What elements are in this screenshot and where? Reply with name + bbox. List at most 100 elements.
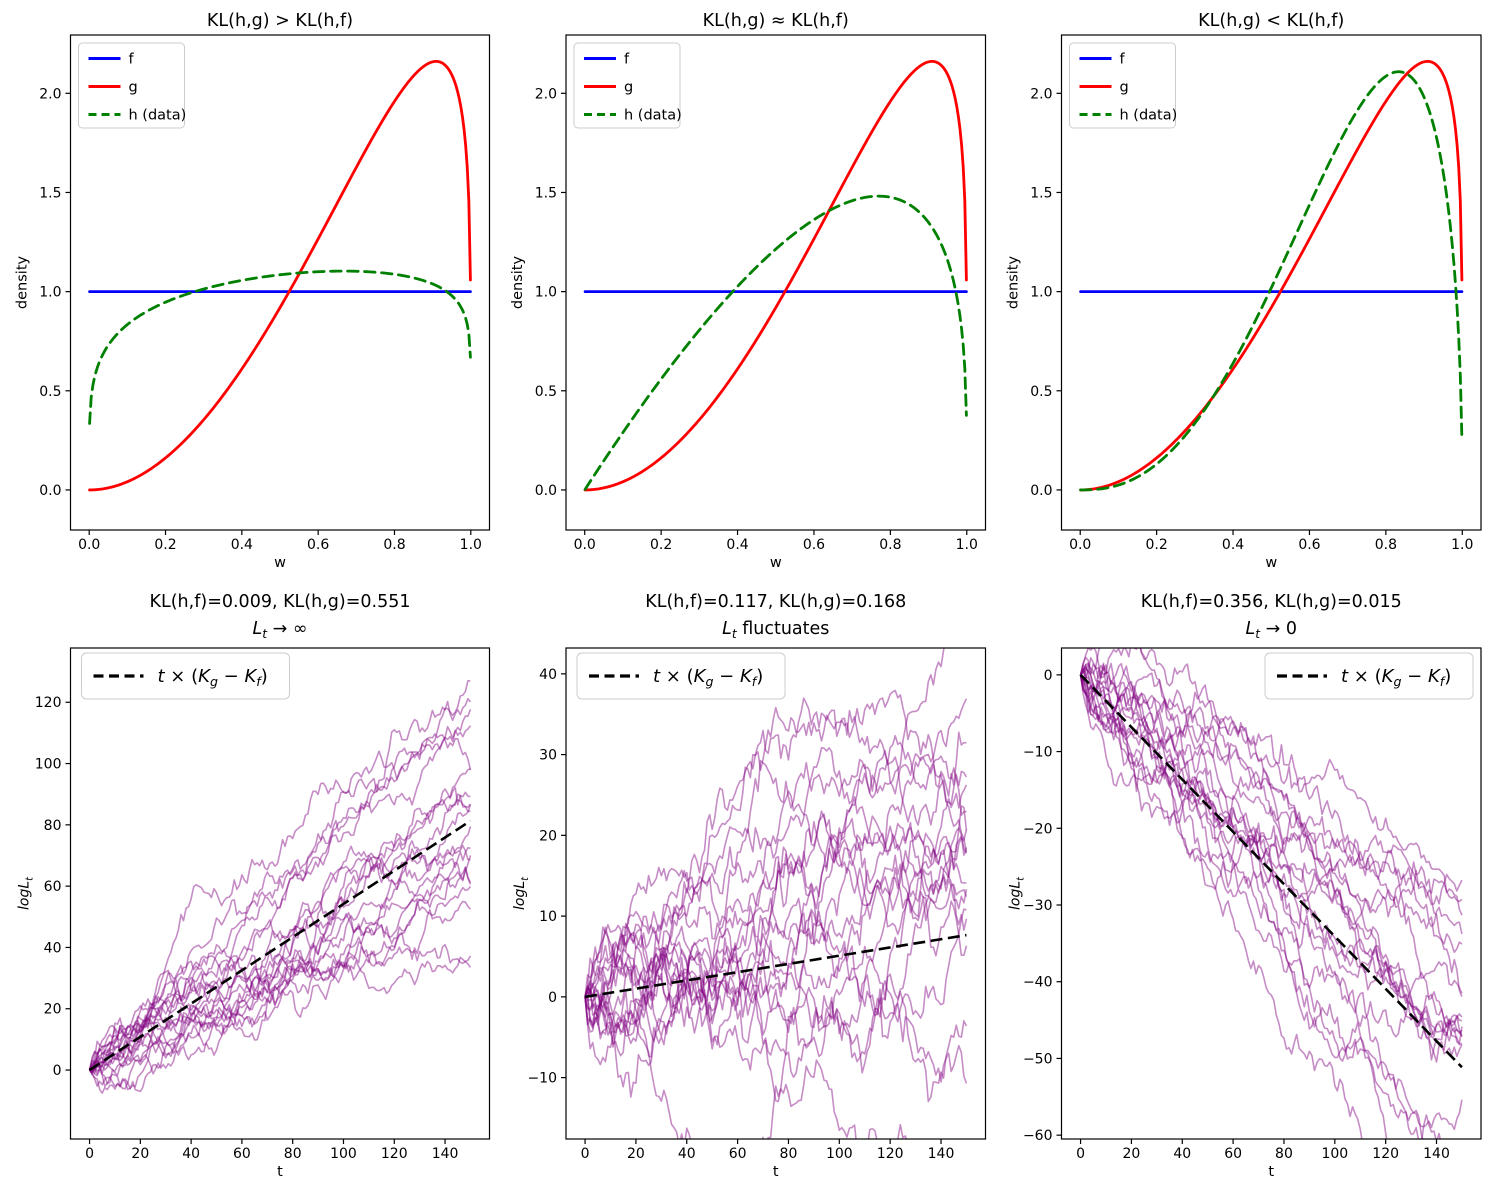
legend-label: h (data) [624, 108, 682, 124]
trajectory [1079, 663, 1463, 899]
math-piece: f [752, 674, 759, 689]
legend-label: t × (Kg − Kf) [1341, 666, 1451, 689]
legend-box [81, 652, 290, 700]
x-axis-label: t [1268, 1164, 1274, 1180]
x-tick-label: 40 [1173, 1146, 1191, 1162]
x-tick-label: 100 [1321, 1146, 1348, 1162]
panel-top-middle: KL(h,g) ≈ KL(h,f) 0.0 0.2 0.4 0.6 0.8 1.0 0.0 0.… [510, 11, 987, 571]
legend-box [78, 42, 185, 129]
legend-label: t × (Kg − Kf) [653, 666, 763, 689]
math-piece: K [1382, 666, 1395, 687]
x-tick-label: 0.4 [1222, 537, 1244, 553]
trajectory [88, 733, 472, 1071]
trajectory [1079, 648, 1463, 997]
trajectory [584, 908, 967, 1057]
trajectory [584, 689, 967, 1036]
trajectory [584, 697, 967, 998]
legend-label: g [1120, 80, 1129, 96]
math-piece: L [722, 619, 732, 639]
y-tick-label: 20 [539, 828, 557, 844]
x-tick-label: 0.0 [574, 537, 596, 553]
math-piece: logL [1008, 881, 1024, 910]
panel-bottom-left: KL(h,f)=0.009, KL(h,g)=0.551 Lt → ∞ 0 20 40 6… [17, 592, 491, 1180]
plot-area [1079, 648, 1463, 1139]
y-tick-label: 1.5 [1030, 185, 1052, 201]
y-tick-label: 2.0 [1030, 86, 1052, 102]
guide-line [88, 819, 472, 1072]
trajectory [88, 793, 472, 1091]
trajectory [89, 844, 471, 1071]
y-tick-label: 1.5 [535, 185, 557, 201]
y-tick-label: 1.5 [39, 185, 61, 201]
x-tick-label: 0.0 [1069, 537, 1091, 553]
x-tick-label: 0 [581, 1146, 590, 1162]
legend-box [573, 42, 681, 129]
math-piece: ) [756, 666, 763, 687]
y-tick-label: −10 [527, 1071, 557, 1087]
x-tick-label: 0.2 [1145, 537, 1167, 553]
math-piece: − [218, 666, 245, 687]
trajectory [88, 885, 472, 1071]
legend-label: f [1120, 52, 1126, 68]
math-piece: × ( [165, 666, 199, 687]
panel-title: KL(h,g) ≈ KL(h,f) [703, 11, 849, 31]
x-axis-label: t [277, 1164, 283, 1180]
x-tick-label: 1.0 [460, 537, 482, 553]
x-tick-label: 60 [1224, 1146, 1242, 1162]
x-tick-label: 0.2 [154, 537, 176, 553]
trajectory [584, 942, 968, 1084]
y-tick-label: 0 [1044, 668, 1053, 684]
panel-bottom-right: KL(h,f)=0.356, KL(h,g)=0.015 Lt → 0 0 20 40 6… [1008, 592, 1482, 1180]
math-piece: K [244, 666, 257, 687]
x-tick-label: 20 [1123, 1146, 1141, 1162]
math-piece: L [253, 619, 263, 639]
trajectory [1079, 663, 1463, 994]
panel-title: KL(h,f)=0.117, KL(h,g)=0.168 [645, 592, 906, 612]
trajectory [584, 813, 968, 1058]
x-tick-label: 1.0 [1451, 537, 1473, 553]
y-tick-label: 40 [44, 940, 62, 956]
trajectory [1079, 674, 1463, 916]
panel-subtitle: Lt fluctuates [722, 619, 829, 641]
legend-label: t × (Kg − Kf) [158, 666, 268, 689]
plot-area [584, 648, 968, 1139]
trajectory [584, 829, 968, 1078]
legend-label: h (data) [129, 108, 187, 124]
legend-label: g [624, 80, 633, 96]
trajectory [584, 648, 945, 1043]
trajectory [88, 799, 471, 1093]
math-piece: g [210, 674, 218, 689]
math-piece: ) [261, 666, 268, 687]
y-tick-label: 20 [44, 1002, 62, 1018]
y-tick-label: 0.0 [39, 483, 61, 499]
y-tick-label: 120 [35, 695, 62, 711]
x-tick-label: 0 [1076, 1146, 1085, 1162]
curve-hdata [1079, 70, 1464, 492]
math-piece: g [1393, 674, 1401, 689]
math-piece: ) [1444, 666, 1451, 687]
trajectory [88, 956, 472, 1071]
math-piece: L [1246, 619, 1256, 639]
trajectory [1079, 674, 1463, 954]
axes-box [565, 34, 987, 531]
x-tick-label: 40 [678, 1146, 696, 1162]
axes-box [1060, 647, 1482, 1140]
guide-line [584, 933, 967, 999]
y-tick-label: 30 [539, 748, 557, 764]
y-tick-label: 0.5 [535, 384, 557, 400]
axes-box [1060, 34, 1482, 531]
trajectory [88, 697, 472, 1071]
x-tick-label: 0.8 [383, 537, 405, 553]
x-tick-label: 1.0 [956, 537, 978, 553]
math-piece: t [262, 627, 268, 641]
math-piece: t [653, 666, 661, 687]
y-tick-label: 80 [44, 818, 62, 834]
panel-top-right: KL(h,g) < KL(h,f) 0.0 0.2 0.4 0.6 0.8 1.0 0.0 0.… [1006, 11, 1482, 571]
legend-label: g [129, 80, 138, 96]
trajectory [584, 698, 968, 1034]
math-piece: fluctuates [737, 619, 830, 639]
x-tick-label: 0.4 [231, 537, 253, 553]
x-tick-label: 0.6 [307, 537, 329, 553]
panel-subtitle: Lt → ∞ [253, 619, 308, 641]
